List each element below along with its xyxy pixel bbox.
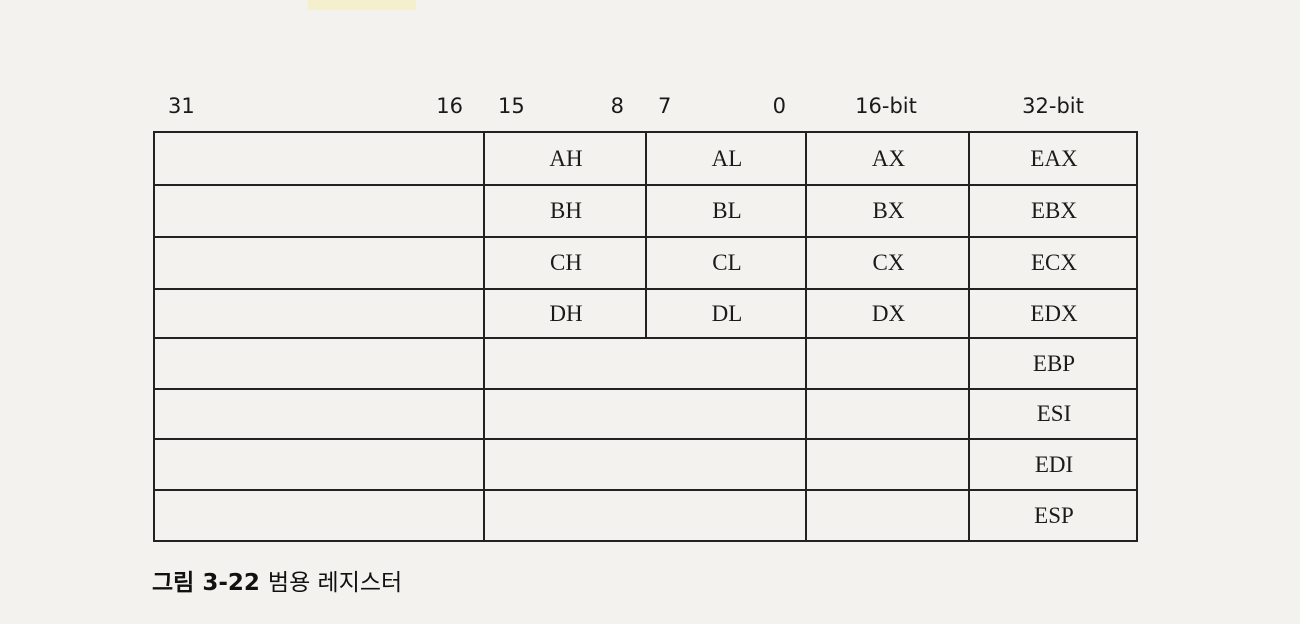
figure-caption: 그림 3-22 범용 레지스터 — [152, 563, 402, 597]
register-r32-cell: ESP — [1034, 502, 1074, 528]
highlight-mark — [308, 0, 416, 10]
col-border — [1136, 131, 1138, 542]
register-r32-cell: EBP — [1032, 350, 1076, 376]
register-low-cell: AL — [711, 145, 743, 171]
row-border — [153, 540, 1138, 542]
register-low-cell: DL — [711, 300, 743, 326]
col-border — [805, 131, 807, 542]
register-r32-cell: ESI — [1036, 401, 1072, 426]
register-r32-cell: EDI — [1034, 451, 1074, 477]
col-border — [645, 131, 647, 337]
row-border — [153, 489, 1138, 491]
bit-8-label: 8 — [610, 94, 624, 118]
register-high-cell: AH — [549, 145, 583, 171]
col-border — [153, 131, 155, 542]
register-r16-cell: CX — [872, 250, 905, 275]
row-border — [153, 388, 1138, 390]
register-r16-cell: BX — [872, 198, 905, 223]
register-r32-cell: EDX — [1030, 300, 1078, 326]
bit-7-label: 7 — [658, 94, 672, 118]
register-r32-cell: EBX — [1031, 198, 1077, 223]
bit-16-label: 16 — [436, 94, 463, 118]
register-r16-cell: AX — [871, 145, 906, 171]
bit-0-label: 0 — [772, 94, 786, 118]
col-border — [483, 131, 485, 542]
figure-number: 그림 3-22 — [152, 570, 260, 596]
bit-31-label: 31 — [168, 94, 195, 118]
register-r32-cell: ECX — [1031, 250, 1077, 275]
register-high-cell: DH — [549, 300, 583, 326]
register-high-cell: BH — [550, 198, 582, 223]
register-low-cell: BL — [712, 198, 742, 223]
register-low-cell: CL — [712, 250, 742, 275]
col-32bit-label: 32-bit — [1022, 94, 1084, 118]
row-border — [153, 337, 1138, 339]
bit-15-label: 15 — [498, 94, 525, 118]
register-r32-cell: EAX — [1030, 145, 1078, 171]
col-border — [968, 131, 970, 542]
row-border — [153, 438, 1138, 440]
figure-title: 범용 레지스터 — [267, 570, 403, 596]
register-r16-cell: DX — [871, 300, 906, 326]
col-16bit-label: 16-bit — [855, 94, 917, 118]
register-high-cell: CH — [550, 250, 582, 275]
